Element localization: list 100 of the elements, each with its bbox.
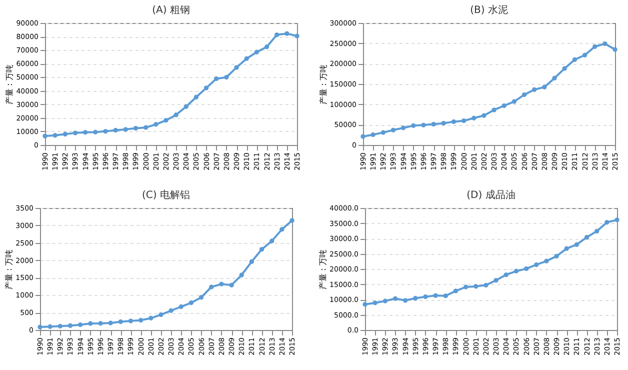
point [441, 120, 446, 126]
point [259, 247, 264, 252]
point [433, 293, 438, 298]
point [244, 56, 249, 61]
chart-title: (C) 电解铝 [142, 189, 190, 201]
y-axis-title: 产量：万吨 [4, 250, 14, 290]
point [108, 320, 113, 326]
point [138, 318, 144, 323]
point [392, 296, 398, 301]
point [574, 242, 580, 247]
point [453, 288, 458, 294]
point [72, 130, 78, 136]
point [400, 126, 406, 130]
point [284, 31, 290, 36]
point [582, 52, 588, 58]
point [514, 268, 519, 274]
point [564, 246, 569, 251]
point [443, 294, 448, 298]
point [463, 284, 468, 290]
point [234, 65, 239, 70]
point [534, 262, 539, 268]
point [360, 134, 366, 139]
point [38, 324, 42, 330]
point [158, 312, 164, 318]
point [198, 295, 204, 300]
point [614, 218, 620, 222]
point [382, 298, 388, 304]
point [390, 128, 396, 132]
point [602, 41, 608, 46]
point [294, 34, 300, 38]
point [209, 284, 214, 290]
point [562, 66, 567, 71]
point [380, 130, 386, 135]
point [154, 122, 158, 127]
point [219, 282, 224, 286]
point [78, 322, 83, 328]
point [362, 302, 368, 307]
point [502, 103, 506, 108]
point [522, 92, 527, 98]
point [411, 123, 416, 128]
y-axis-title: 产量：万吨 [318, 64, 328, 104]
point [113, 128, 118, 133]
point [249, 259, 254, 264]
point [118, 319, 123, 324]
point [492, 108, 496, 112]
point [269, 238, 274, 244]
point [194, 94, 199, 100]
point [184, 104, 188, 109]
point [103, 128, 108, 134]
point [472, 116, 476, 120]
chart-title: (A) 粗钢 [152, 5, 190, 16]
point [42, 134, 48, 138]
point [372, 300, 378, 306]
point [604, 220, 610, 225]
point [62, 132, 68, 136]
point [554, 254, 559, 259]
point [264, 44, 270, 50]
point [290, 218, 294, 223]
point [370, 132, 376, 138]
point [164, 118, 168, 123]
point [174, 112, 178, 118]
point [423, 294, 428, 300]
point [239, 272, 244, 278]
point [413, 296, 418, 301]
chart-title: (D) 成品油 [466, 189, 516, 201]
point [274, 32, 280, 38]
y-axis-title: 产量：万吨 [318, 250, 328, 290]
point [451, 119, 456, 124]
point [504, 272, 508, 278]
point [168, 308, 174, 313]
point [584, 234, 590, 240]
point [82, 130, 88, 135]
point [58, 324, 63, 329]
point [128, 318, 134, 324]
point [484, 282, 488, 288]
point [482, 113, 486, 118]
point [524, 266, 529, 272]
chart-title: (B) 水泥 [470, 4, 508, 16]
point [572, 57, 578, 62]
point [123, 127, 128, 132]
point [48, 324, 52, 329]
point [402, 298, 408, 303]
point [544, 258, 549, 264]
point [93, 130, 98, 134]
point [143, 125, 148, 130]
point [204, 86, 209, 90]
point [542, 84, 547, 90]
y-axis-title: 产量：万吨 [5, 64, 14, 104]
point [532, 87, 537, 92]
point [494, 278, 498, 283]
point [188, 300, 194, 306]
point [229, 282, 234, 288]
point [552, 76, 557, 80]
point [512, 99, 517, 104]
point [133, 126, 138, 131]
point [68, 323, 73, 328]
point [280, 227, 284, 232]
point [254, 50, 260, 54]
point [474, 284, 478, 289]
point [431, 122, 436, 127]
